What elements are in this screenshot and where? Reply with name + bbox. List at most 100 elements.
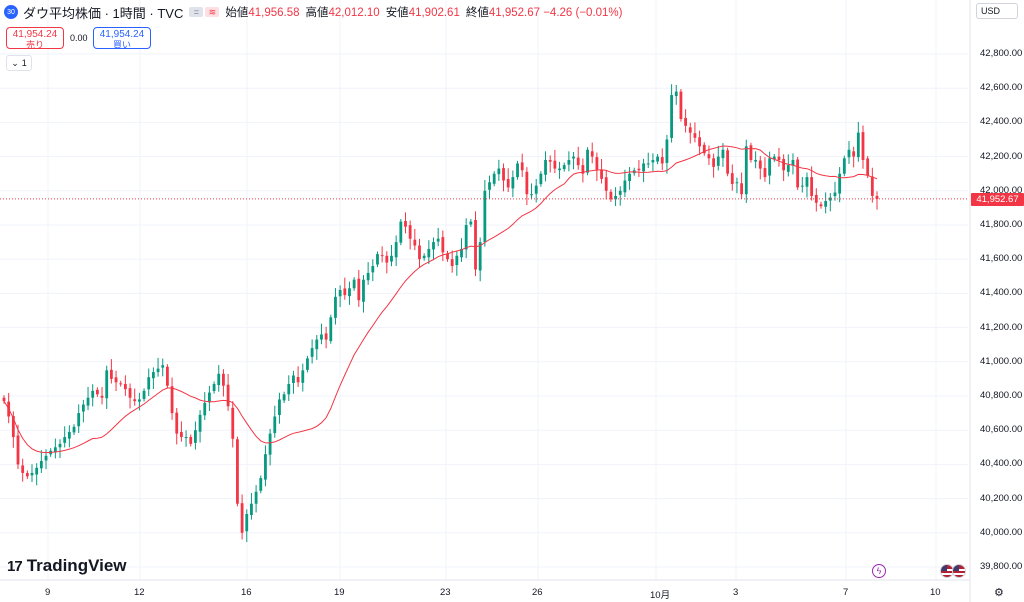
candle-body — [670, 95, 673, 138]
candle-body — [856, 132, 860, 158]
sell-price: 41,954.24 — [12, 29, 58, 40]
candle-body — [147, 377, 151, 390]
candle-body — [264, 454, 267, 480]
candle-body — [674, 91, 678, 97]
candle-body — [665, 139, 669, 163]
candle-body — [226, 384, 230, 407]
candle-body — [460, 248, 463, 258]
price-tick-label: 40,600.00 — [980, 424, 1023, 436]
time-tick-label: 23 — [440, 587, 451, 598]
current-price-tag: 41,952.67 — [971, 193, 1024, 206]
candle-body — [25, 472, 29, 477]
candle-body — [250, 503, 253, 516]
candle-body — [777, 156, 781, 161]
candle-body — [427, 248, 431, 258]
time-tick-label: 3 — [733, 587, 739, 598]
candle-body — [161, 365, 165, 368]
candle-body — [684, 117, 687, 126]
candle-body — [828, 197, 832, 201]
candle-body — [245, 513, 249, 532]
candle-body — [194, 430, 197, 443]
buy-button[interactable]: 41,954.24 買い — [93, 27, 151, 50]
sell-button[interactable]: 41,954.24 売り — [6, 27, 64, 50]
candle-body — [72, 426, 76, 433]
candle-body — [30, 472, 34, 476]
candle-body — [151, 372, 155, 379]
candle-body — [754, 160, 758, 162]
candle-body — [352, 279, 356, 289]
lightning-event-icon[interactable]: ϟ — [872, 564, 886, 578]
candle-body — [539, 173, 543, 185]
candle-body — [301, 370, 305, 383]
candle-body — [77, 413, 81, 427]
symbol-title[interactable]: ダウ平均株価 · 1時間 · TVC — [23, 5, 184, 21]
candle-body — [679, 91, 683, 119]
candle-body — [404, 221, 407, 227]
price-tick-label: 40,200.00 — [980, 492, 1023, 504]
buy-label: 買い — [112, 40, 131, 50]
ohlc-close: 終値41,952.67 −4.26 (−0.01%) — [465, 7, 623, 19]
candle-body — [408, 225, 412, 239]
time-tick-label: 10 — [930, 587, 941, 598]
price-tick-label: 42,400.00 — [980, 116, 1023, 128]
ohlc-open: 始値41,956.58 — [225, 7, 300, 19]
candle-body — [483, 190, 487, 243]
compare-button[interactable]: ≋ — [205, 7, 220, 17]
candle-body — [376, 254, 379, 265]
price-tick-label: 42,600.00 — [980, 82, 1023, 94]
candle-body — [240, 503, 244, 533]
candle-body — [642, 163, 645, 172]
price-tick-label: 42,000.00 — [980, 184, 1023, 196]
tradingview-logo-icon: 17 — [7, 557, 23, 575]
tradingview-logo[interactable]: 17 TradingView — [7, 556, 127, 576]
symbol-badge[interactable]: 30 — [4, 5, 18, 19]
candle-body — [399, 221, 403, 243]
candle-body — [156, 368, 160, 373]
time-tick-label: 9 — [45, 587, 51, 598]
collapse-indicators-button[interactable]: ⌄ 1 — [6, 55, 32, 71]
candle-body — [763, 168, 767, 178]
candle-body — [702, 144, 706, 154]
candle-body — [796, 159, 800, 188]
price-tick-label: 41,000.00 — [980, 355, 1023, 367]
candle-body — [371, 266, 375, 273]
candle-body — [170, 386, 174, 414]
candle-body — [609, 191, 613, 200]
candle-body — [726, 150, 730, 174]
candle-body — [870, 176, 874, 196]
hide-indicator-button[interactable]: = — [189, 7, 204, 17]
candle-body — [516, 163, 519, 178]
candle-body — [478, 242, 482, 271]
candle-body — [525, 171, 529, 195]
candle-body — [469, 221, 473, 225]
candle-body — [786, 165, 790, 172]
candle-body — [114, 377, 118, 383]
candle-body — [628, 173, 631, 182]
candle-body — [502, 168, 505, 181]
candle-body — [282, 394, 286, 401]
spread-value: 0.00 — [70, 33, 88, 43]
currency-selector[interactable]: USD — [976, 3, 1018, 19]
candle-body — [324, 333, 328, 340]
candle-body — [292, 375, 295, 384]
candle-body — [740, 183, 744, 195]
candle-body — [53, 447, 57, 452]
candle-body — [791, 160, 795, 166]
us-flag-event-icon-2[interactable] — [952, 564, 966, 578]
candle-body — [590, 151, 594, 157]
price-tick-label: 40,800.00 — [980, 390, 1023, 401]
candle-body — [11, 416, 15, 438]
candle-body — [44, 455, 48, 461]
candle-body — [698, 137, 701, 147]
candle-body — [217, 373, 221, 386]
candle-body — [455, 255, 459, 266]
candle-body — [165, 366, 169, 386]
candle-body — [334, 296, 337, 318]
price-tick-label: 42,800.00 — [980, 48, 1023, 59]
candle-body — [520, 162, 524, 171]
tradingview-logo-text: TradingView — [26, 556, 127, 575]
candle-body — [441, 237, 445, 253]
candle-body — [310, 348, 314, 357]
gear-icon[interactable]: ⚙ — [994, 587, 1004, 599]
